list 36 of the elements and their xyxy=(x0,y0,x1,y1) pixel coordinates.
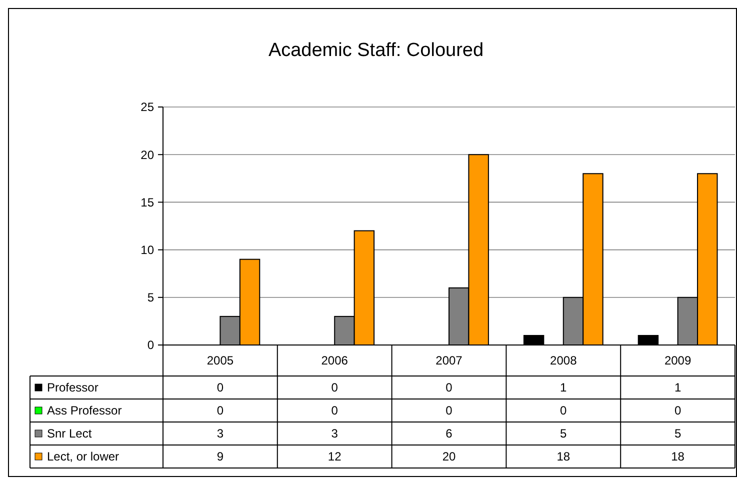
data-label: 12 xyxy=(328,450,342,464)
data-label: 0 xyxy=(446,404,453,418)
x-tick-label: 2005 xyxy=(206,354,234,368)
data-label: 5 xyxy=(674,426,682,441)
y-tick-label: 10 xyxy=(140,243,154,257)
chart-title: Academic Staff: Coloured xyxy=(268,40,484,61)
x-tick-label: 2006 xyxy=(321,354,348,368)
data-label: 0 xyxy=(216,380,224,395)
y-tick-label: 25 xyxy=(140,100,154,114)
legend-label: Snr Lect xyxy=(47,426,92,441)
data-label: 20 xyxy=(442,450,456,464)
data-label: 5 xyxy=(560,426,568,441)
y-tick-label: 0 xyxy=(147,338,154,352)
x-tick-label: 2007 xyxy=(436,354,463,368)
data-label: 0 xyxy=(560,404,568,418)
x-tick-label: 2009 xyxy=(664,354,692,368)
x-tick-label: 2008 xyxy=(550,354,578,368)
data-label: 0 xyxy=(446,380,453,395)
data-label: 0 xyxy=(331,380,338,395)
data-label: 0 xyxy=(216,404,224,418)
data-label: 1 xyxy=(674,380,682,395)
legend-label: Ass Professor xyxy=(47,404,122,418)
data-label: 9 xyxy=(216,450,224,464)
data-label: 0 xyxy=(674,404,682,418)
data-label: 0 xyxy=(331,404,338,418)
data-label: 18 xyxy=(556,450,570,464)
data-label: 3 xyxy=(216,426,224,441)
data-label: 3 xyxy=(331,426,338,441)
data-label: 1 xyxy=(560,380,568,395)
data-label: 18 xyxy=(671,450,685,464)
y-tick-label: 15 xyxy=(140,195,154,210)
legend-label: Lect, or lower xyxy=(47,450,120,464)
legend-label: Professor xyxy=(47,380,98,395)
y-tick-label: 5 xyxy=(147,290,154,305)
y-tick-label: 20 xyxy=(140,148,154,162)
data-label: 6 xyxy=(446,426,453,441)
